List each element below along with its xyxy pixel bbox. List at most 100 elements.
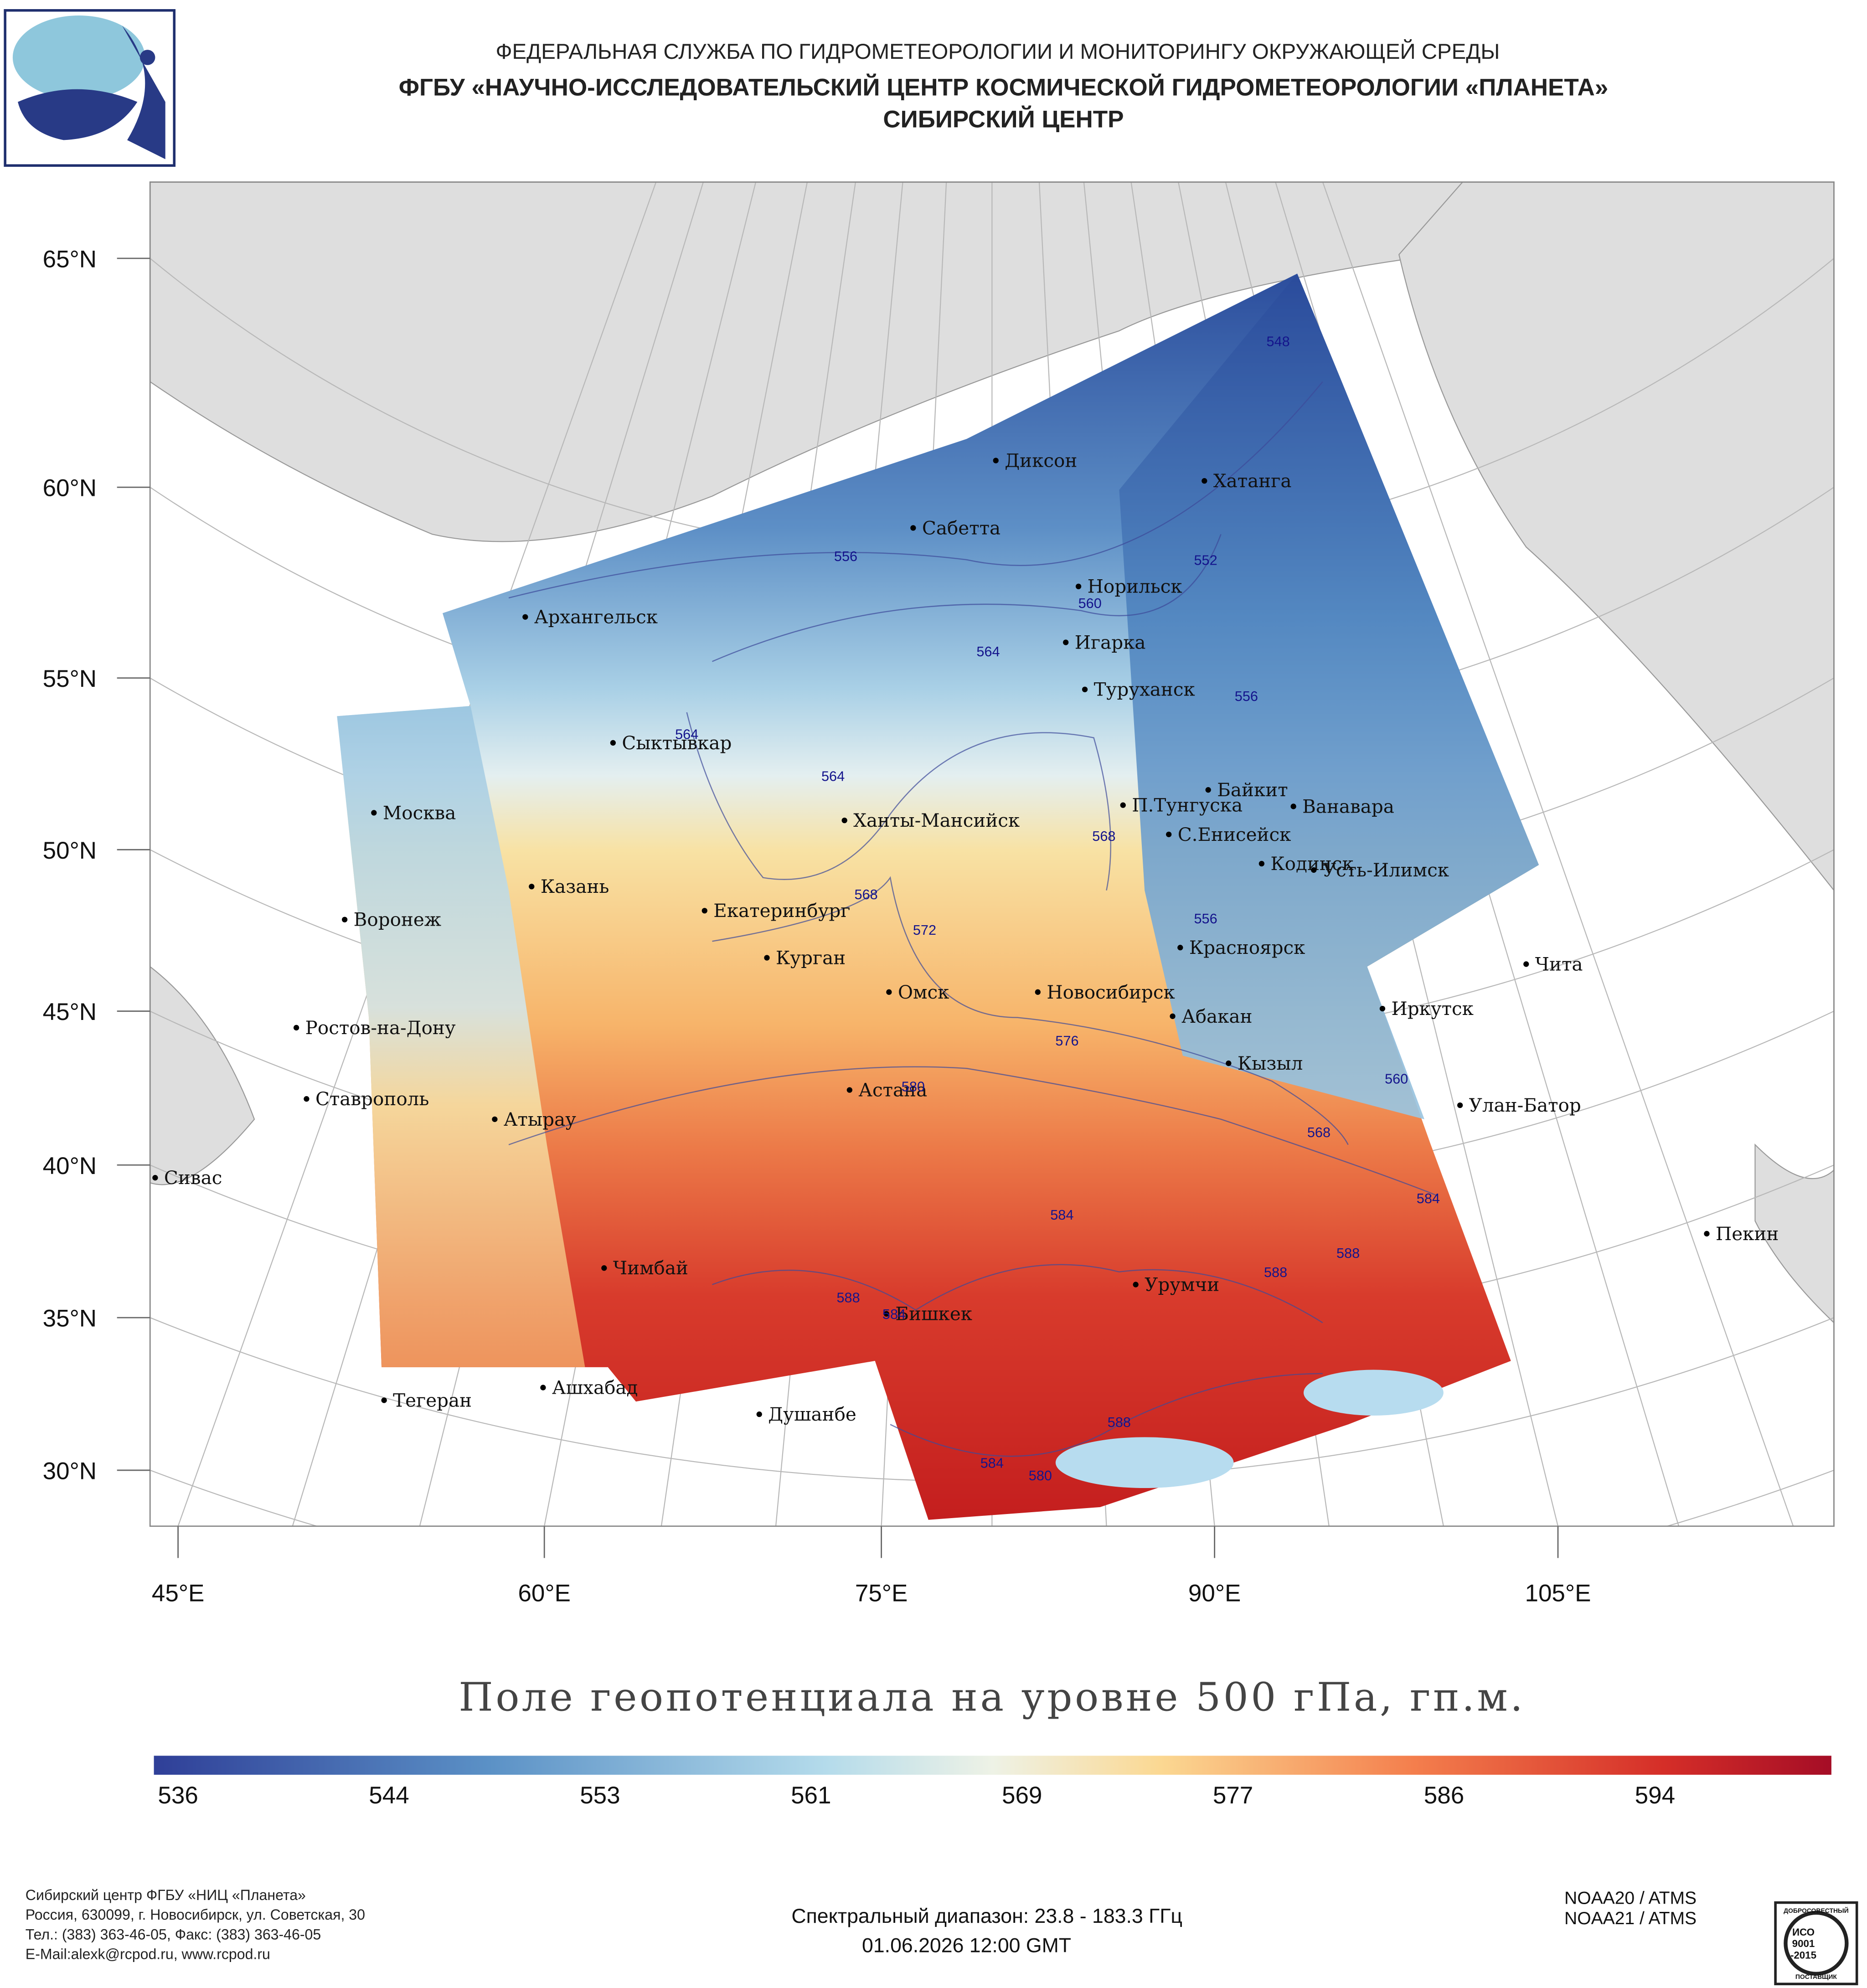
iso-ring xyxy=(1784,1911,1849,1976)
contour-label: 588 xyxy=(836,1290,860,1306)
city-marker xyxy=(1035,989,1041,995)
contour-label: 564 xyxy=(821,768,845,784)
colorbar-label: 586 xyxy=(1424,1782,1464,1809)
city-marker xyxy=(610,740,616,746)
lat-label: 30°N xyxy=(43,1458,97,1484)
city-marker xyxy=(910,525,916,531)
iso-text: -2015 xyxy=(1790,1949,1816,1961)
city-label: Иркутск xyxy=(1391,998,1474,1020)
city-marker xyxy=(1166,831,1172,837)
lon-label: 60°E xyxy=(518,1580,571,1607)
city-marker xyxy=(529,884,535,890)
city-marker xyxy=(886,989,892,995)
city-label: Ханты-Мансийск xyxy=(853,809,1020,831)
city-marker xyxy=(293,1025,299,1031)
city-marker xyxy=(342,917,348,922)
city-label: Екатеринбург xyxy=(713,900,850,922)
colorbar-label: 594 xyxy=(1635,1782,1675,1809)
iso-frame xyxy=(1774,1901,1858,1985)
footer-address: Тел.: (383) 363-46-05, Факс: (383) 363-4… xyxy=(26,1926,321,1943)
city-label: Атырау xyxy=(504,1108,576,1130)
city-label: П.Тунгуска xyxy=(1132,794,1243,816)
city-marker xyxy=(1311,867,1317,873)
logo xyxy=(4,9,176,167)
city-marker xyxy=(1226,1060,1232,1066)
city-label: Бишкек xyxy=(895,1303,972,1325)
colorbar-label: 561 xyxy=(791,1782,831,1809)
lat-label: 50°N xyxy=(43,837,97,864)
satellite: NOAA20 / ATMS xyxy=(1564,1888,1697,1908)
city-marker xyxy=(1082,686,1088,692)
lat-label: 40°N xyxy=(43,1153,97,1179)
city-label: Москва xyxy=(383,802,456,824)
city-label: Омск xyxy=(898,981,949,1003)
city-marker xyxy=(492,1116,498,1122)
colorbar-label: 577 xyxy=(1213,1782,1253,1809)
colorbar-label: 569 xyxy=(1002,1782,1042,1809)
contour-label: 564 xyxy=(675,726,698,742)
contour-label: 584 xyxy=(1050,1207,1073,1223)
city-marker xyxy=(1290,803,1296,809)
city-label: Душанбе xyxy=(768,1403,856,1425)
city-label: Архангельск xyxy=(534,606,658,628)
city-marker xyxy=(764,955,770,961)
city-marker xyxy=(1205,787,1211,793)
city-label: Курган xyxy=(776,947,846,968)
city-marker xyxy=(1258,860,1265,867)
contour-label: 584 xyxy=(1417,1190,1440,1206)
city-label: Казань xyxy=(541,876,609,897)
city-label: Байкит xyxy=(1217,779,1288,801)
iso-text: ИСО xyxy=(1792,1926,1815,1938)
city-marker xyxy=(1202,478,1207,484)
city-marker xyxy=(1170,1013,1176,1019)
city-marker xyxy=(1457,1102,1463,1108)
contour-label: 572 xyxy=(913,922,936,938)
contour-label: 548 xyxy=(1267,333,1290,349)
lat-label: 60°N xyxy=(43,475,97,502)
footer-address: Сибирский центр ФГБУ «НИЦ «Планета» xyxy=(26,1887,306,1903)
contour-label: 584 xyxy=(882,1306,906,1322)
city-marker xyxy=(1075,583,1082,589)
contour-label: 580 xyxy=(1029,1468,1052,1483)
city-marker xyxy=(846,1087,852,1093)
contour-label: 588 xyxy=(1108,1414,1131,1430)
city-marker xyxy=(540,1385,546,1391)
contour-label: 556 xyxy=(1194,911,1217,927)
map-frame xyxy=(149,181,1835,1527)
iso-text: 9001 xyxy=(1792,1938,1815,1949)
datetime: 01.06.2026 12:00 GMT xyxy=(862,1934,1071,1957)
city-label: Ставрополь xyxy=(315,1088,429,1110)
header-line: СИБИРСКИЙ ЦЕНТР xyxy=(883,105,1124,133)
spectral-range: Спектральный диапазон: 23.8 - 183.3 ГГц xyxy=(791,1905,1182,1927)
city-label: Норильск xyxy=(1088,576,1182,597)
city-label: Усть-Илимск xyxy=(1323,859,1449,881)
chart-title: Поле геопотенциала на уровне 500 гПа, гп… xyxy=(459,1674,1525,1720)
city-label: Сабетта xyxy=(922,517,1001,539)
city-label: Ванавара xyxy=(1302,795,1394,817)
city-marker xyxy=(304,1096,309,1102)
city-marker xyxy=(522,614,528,620)
city-marker xyxy=(381,1397,387,1403)
footer-address: E-Mail:alexk@rcpod.ru, www.rcpod.ru xyxy=(26,1946,270,1962)
contour-label: 576 xyxy=(1055,1033,1078,1049)
city-marker xyxy=(601,1265,607,1271)
city-label: Ашхабад xyxy=(552,1377,638,1399)
lon-label: 105°E xyxy=(1525,1580,1591,1607)
city-marker xyxy=(841,818,847,824)
contour-label: 560 xyxy=(1385,1071,1408,1087)
contour-label: 584 xyxy=(980,1455,1004,1471)
city-label: Ростов-на-Дону xyxy=(305,1017,456,1039)
contour-label: 552 xyxy=(1194,552,1217,568)
city-label: Улан-Батор xyxy=(1469,1094,1581,1116)
city-label: Красноярск xyxy=(1189,937,1305,958)
city-label: С.Енисейск xyxy=(1178,824,1291,845)
contour-label: 556 xyxy=(834,548,857,564)
header-line: ФГБУ «НАУЧНО-ИССЛЕДОВАТЕЛЬСКИЙ ЦЕНТР КОС… xyxy=(399,73,1609,101)
city-marker xyxy=(701,908,707,914)
city-label: Игарка xyxy=(1075,631,1146,653)
city-marker xyxy=(993,458,999,464)
colorbar-label: 536 xyxy=(158,1782,198,1809)
